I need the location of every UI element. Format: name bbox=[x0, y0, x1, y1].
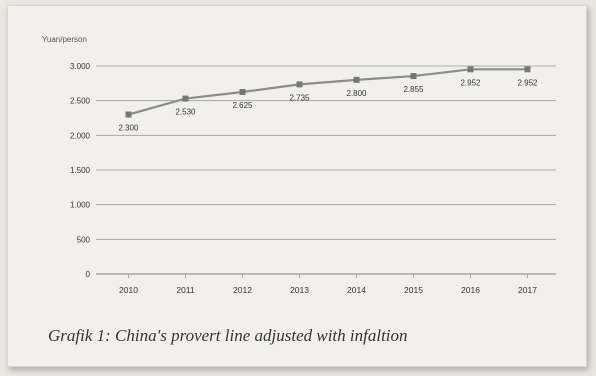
data-point bbox=[353, 76, 360, 83]
data-label: 2.735 bbox=[289, 93, 310, 102]
data-point bbox=[467, 66, 474, 73]
figure-caption: Grafik 1: China's provert line adjusted … bbox=[48, 326, 408, 345]
line-chart: Yuan/person 0 500 1.000 1.500 2.000 2.500 3.000… bbox=[42, 35, 556, 295]
data-label: 2.855 bbox=[403, 85, 424, 94]
y-axis-label: Yuan/person bbox=[42, 35, 87, 44]
y-tick-label: 500 bbox=[77, 235, 91, 244]
x-tick-label: 2010 bbox=[119, 285, 138, 295]
x-tick-label: 2013 bbox=[290, 285, 309, 295]
x-tick-label: 2011 bbox=[176, 285, 195, 295]
y-tick-label: 0 bbox=[86, 270, 91, 279]
y-tick-label: 2.500 bbox=[70, 97, 91, 106]
data-point bbox=[125, 111, 132, 118]
x-tick-label: 2015 bbox=[404, 285, 423, 295]
data-label: 2.952 bbox=[460, 78, 481, 87]
data-point bbox=[239, 89, 246, 95]
series-line bbox=[128, 68, 528, 116]
data-point bbox=[524, 66, 531, 73]
y-tick-label: 3.000 bbox=[70, 62, 91, 71]
y-tick-label: 1.500 bbox=[70, 166, 91, 175]
data-label: 2.952 bbox=[517, 78, 538, 87]
figure-card: Yuan/person 0 500 1.000 1.500 2.000 2.500 3.000… bbox=[7, 5, 587, 367]
data-point bbox=[182, 95, 189, 102]
x-tick-label: 2017 bbox=[518, 285, 537, 295]
x-tick-label: 2014 bbox=[347, 285, 366, 295]
x-tick-label: 2016 bbox=[461, 285, 480, 295]
x-tick-label: 2012 bbox=[233, 285, 252, 295]
data-point bbox=[410, 73, 417, 80]
data-label: 2.530 bbox=[175, 108, 196, 117]
y-tick-label: 2.000 bbox=[70, 131, 91, 140]
data-label: 2.800 bbox=[346, 89, 367, 98]
data-label: 2.625 bbox=[232, 101, 253, 110]
y-tick-label: 1.000 bbox=[70, 201, 91, 210]
data-point bbox=[296, 81, 303, 88]
data-label: 2.300 bbox=[118, 124, 139, 133]
